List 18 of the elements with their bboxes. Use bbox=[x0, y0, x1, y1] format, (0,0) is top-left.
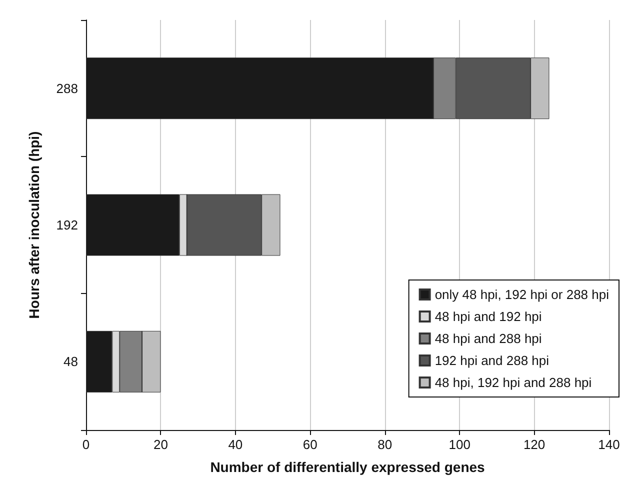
x-tick-label: 80 bbox=[378, 437, 392, 452]
x-tick-label: 140 bbox=[598, 437, 620, 452]
x-tick-label: 40 bbox=[228, 437, 243, 452]
y-tick-label: 192 bbox=[56, 218, 78, 232]
legend-label: only 48 hpi, 192 hpi or 288 hpi bbox=[434, 287, 610, 302]
x-tick-label: 120 bbox=[523, 437, 546, 452]
x-tick-label: 100 bbox=[448, 437, 470, 452]
y-tick-label: 48 bbox=[64, 354, 78, 370]
x-tick-label: 60 bbox=[302, 437, 318, 452]
y-tick-label: 288 bbox=[56, 80, 78, 96]
legend-label: 48 hpi and 192 hpi bbox=[434, 309, 542, 324]
x-axis-title: Number of differentially expressed genes bbox=[210, 459, 486, 475]
y-axis-title: Hours after inoculation (hpi) bbox=[26, 131, 42, 319]
x-tick-label: 20 bbox=[153, 437, 168, 452]
legend-label: 48 hpi and 288 hpi bbox=[434, 331, 542, 346]
x-tick-label: 0 bbox=[82, 437, 90, 452]
legend-label: 192 hpi and 288 hpi bbox=[434, 353, 550, 368]
legend-label: 48 hpi, 192 hpi and 288 hpi bbox=[434, 375, 592, 390]
